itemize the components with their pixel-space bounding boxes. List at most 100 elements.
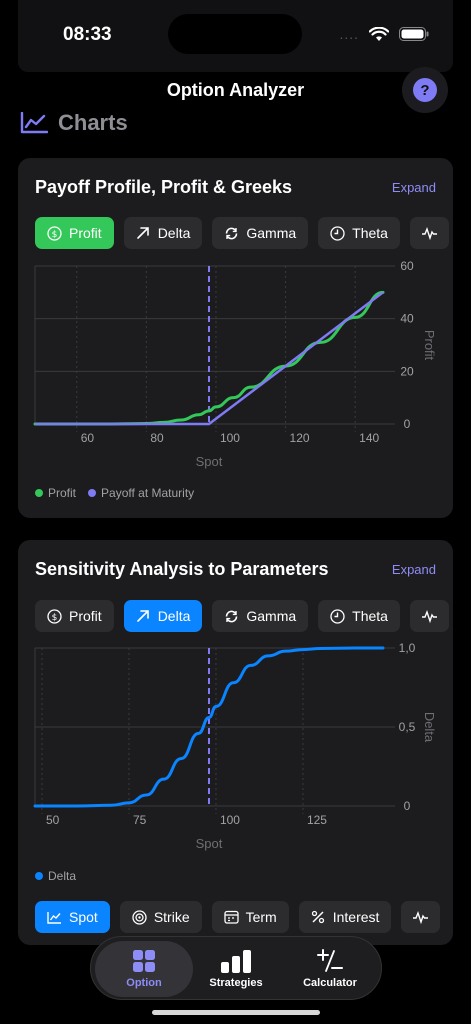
- tab-delta[interactable]: Delta: [123, 600, 203, 632]
- clock-icon: [330, 225, 345, 241]
- tab-label: Profit: [69, 225, 102, 241]
- param-spot[interactable]: Spot: [35, 901, 110, 933]
- y-tick-label: 1,0: [399, 641, 416, 655]
- bar-chart-icon: [221, 950, 251, 973]
- y-tick-label: 20: [400, 364, 414, 378]
- tab-profit[interactable]: $ Profit: [35, 600, 114, 632]
- home-indicator: [152, 1010, 320, 1015]
- dollar-circle-icon: $: [47, 225, 62, 241]
- y-tick-label: 0: [404, 799, 411, 813]
- tab-profit[interactable]: $ Profit: [35, 217, 114, 249]
- tab-label: Option: [126, 977, 162, 989]
- status-indicators: ....: [339, 26, 429, 42]
- page-title: Option Analyzer: [166, 80, 305, 100]
- y-tick-label: 60: [400, 259, 414, 273]
- y-tick-label: 40: [400, 312, 414, 326]
- tab-label: Theta: [352, 225, 388, 241]
- x-tick-label: 140: [359, 431, 379, 445]
- x-axis-label: Spot: [196, 836, 223, 851]
- param-more[interactable]: [401, 901, 441, 933]
- waveform-icon: [413, 910, 429, 925]
- legend-item-profit: Profit: [35, 486, 76, 500]
- legend-label: Payoff at Maturity: [101, 486, 195, 500]
- tab-gamma[interactable]: Gamma: [212, 600, 309, 632]
- tab-option[interactable]: Option: [95, 941, 193, 997]
- series-line-delta: [33, 646, 385, 808]
- clock-icon: [330, 608, 345, 624]
- x-tick-label: 100: [220, 431, 240, 445]
- y-tick-label: 0: [404, 417, 411, 431]
- metric-tabs: $ Profit Delta Gamma Theta: [35, 600, 449, 632]
- expand-button[interactable]: Expand: [391, 180, 436, 195]
- profit-chart: 0 20 40 60 60 80 100 120 140 Spot Profit: [33, 259, 437, 469]
- tab-bar: Option Strategies Calculator: [90, 936, 382, 1000]
- tab-delta[interactable]: Delta: [123, 217, 203, 249]
- grid-icon: [133, 950, 155, 972]
- param-label: Term: [245, 909, 277, 925]
- param-label: Interest: [332, 909, 380, 925]
- waveform-icon: [421, 609, 437, 624]
- legend-item-delta: Delta: [35, 869, 76, 883]
- legend-dot: [35, 489, 43, 497]
- waveform-icon: [421, 226, 437, 241]
- legend-dot: [35, 872, 43, 880]
- refresh-icon: [224, 609, 239, 624]
- x-axis-label: Spot: [196, 454, 223, 469]
- tab-label: Gamma: [246, 225, 297, 241]
- tab-strategies[interactable]: Strategies: [191, 941, 281, 997]
- param-label: Strike: [153, 909, 190, 925]
- line-chart-icon: [20, 112, 48, 134]
- parameter-tabs: Spot Strike Term Interest: [35, 901, 441, 933]
- section-title: Charts: [58, 110, 128, 135]
- param-term[interactable]: Term: [211, 901, 289, 933]
- payoff-card: Payoff Profile, Profit & Greeks Expand $…: [18, 158, 453, 518]
- expand-button[interactable]: Expand: [391, 562, 436, 577]
- x-tick-label: 125: [307, 813, 327, 827]
- dollar-circle-icon: $: [47, 608, 62, 624]
- y-tick-label: 0,5: [399, 720, 416, 734]
- legend-label: Profit: [48, 486, 77, 500]
- series-line-payoff-at-maturity: [35, 291, 384, 426]
- arrow-up-right-icon: [136, 226, 151, 241]
- tab-label: Calculator: [303, 977, 357, 989]
- svg-text:$: $: [52, 230, 58, 240]
- legend-dot: [88, 489, 97, 497]
- chart-legend: Delta: [35, 869, 76, 883]
- param-interest[interactable]: Interest: [298, 901, 392, 933]
- plus-minus-icon: [317, 949, 343, 972]
- delta-chart: 0 0,5 1,0 50 75 100 125 Spot Delta: [33, 641, 437, 851]
- x-tick-label: 75: [133, 813, 147, 827]
- svg-text:$: $: [52, 613, 58, 623]
- tab-label: Theta: [352, 608, 388, 624]
- tab-label: Strategies: [209, 977, 263, 989]
- param-strike[interactable]: Strike: [119, 901, 202, 933]
- param-label: Spot: [69, 909, 98, 925]
- help-button[interactable]: ?: [402, 67, 448, 113]
- target-icon: [132, 909, 147, 925]
- chart-legend: Profit Payoff at Maturity: [35, 486, 194, 500]
- tab-theta[interactable]: Theta: [318, 600, 400, 632]
- percent-icon: [311, 910, 326, 925]
- x-tick-label: 60: [81, 431, 95, 445]
- tab-more[interactable]: [409, 600, 449, 632]
- tab-gamma[interactable]: Gamma: [212, 217, 309, 249]
- wifi-icon: [369, 26, 389, 41]
- tab-label: Delta: [157, 225, 191, 241]
- y-axis-label: Delta: [422, 712, 437, 743]
- tab-calculator[interactable]: Calculator: [281, 941, 379, 997]
- x-tick-label: 50: [46, 813, 60, 827]
- battery-icon: [399, 27, 429, 41]
- tab-theta[interactable]: Theta: [318, 217, 400, 249]
- x-tick-label: 120: [290, 431, 310, 445]
- status-time: 08:33: [63, 24, 112, 45]
- signal-dots: ....: [339, 26, 359, 42]
- legend-label: Delta: [48, 869, 77, 883]
- refresh-icon: [224, 226, 239, 241]
- x-tick-label: 80: [150, 431, 164, 445]
- card-title: Sensitivity Analysis to Parameters: [35, 559, 329, 579]
- section-header: Charts: [20, 110, 128, 136]
- tab-more[interactable]: [409, 217, 449, 249]
- calendar-icon: [223, 910, 239, 925]
- arrow-up-right-icon: [136, 609, 151, 624]
- metric-tabs: $ Profit Delta Gamma Theta: [35, 217, 449, 249]
